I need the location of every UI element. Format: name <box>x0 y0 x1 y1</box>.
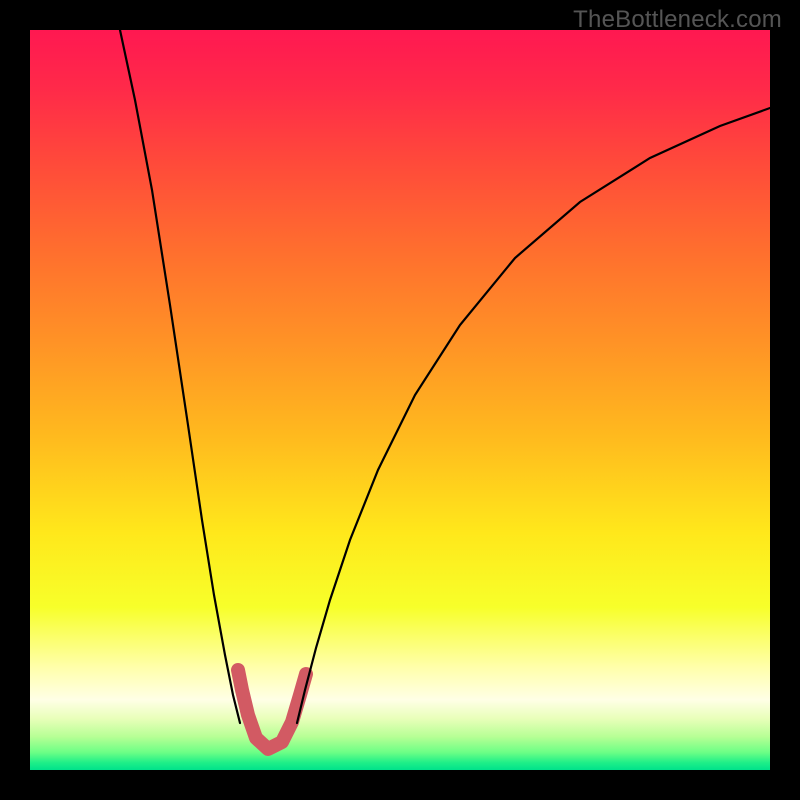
plot-svg <box>30 30 770 770</box>
plot-area <box>30 30 770 770</box>
chart-frame: TheBottleneck.com <box>0 0 800 800</box>
gradient-background <box>30 30 770 770</box>
